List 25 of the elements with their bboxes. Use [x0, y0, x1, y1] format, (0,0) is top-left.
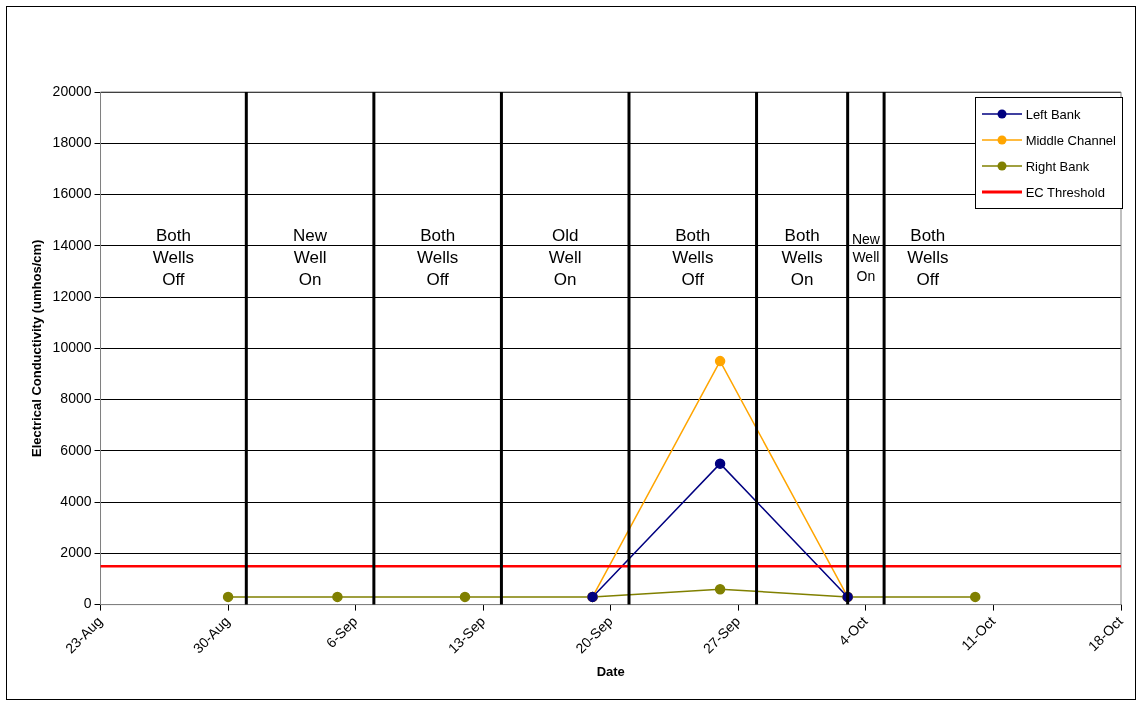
- annotation: New Well On: [851, 231, 881, 284]
- x-axis-title: Date: [596, 663, 625, 679]
- y-tick-label: 6000: [60, 441, 92, 458]
- annotation: New Well On: [293, 226, 328, 290]
- legend-label: Right Bank: [1025, 158, 1090, 174]
- y-tick-label: 10000: [52, 339, 92, 356]
- annotation: Both Wells On: [781, 226, 823, 290]
- y-tick-label: 14000: [52, 236, 92, 253]
- y-tick-label: 0: [83, 595, 92, 612]
- legend-label: EC Threshold: [1025, 184, 1105, 200]
- annotation: Both Wells Off: [672, 226, 714, 290]
- annotation: Both Wells Off: [417, 226, 459, 290]
- y-tick-label: 4000: [60, 492, 92, 509]
- annotation: Both Wells Off: [907, 226, 949, 290]
- y-tick-label: 20000: [52, 82, 92, 99]
- annotation: Old Well On: [548, 226, 582, 290]
- legend-label: Left Bank: [1025, 106, 1081, 122]
- legend-label: Middle Channel: [1025, 132, 1116, 148]
- y-tick-label: 8000: [60, 390, 92, 407]
- y-tick-label: 2000: [60, 544, 92, 561]
- annotation: Both Wells Off: [152, 226, 195, 290]
- y-tick-label: 12000: [52, 287, 92, 304]
- y-tick-label: 18000: [52, 134, 92, 151]
- y-axis-title: Electrical Conductivity (umhos/cm): [29, 239, 45, 458]
- y-tick-label: 16000: [52, 185, 92, 202]
